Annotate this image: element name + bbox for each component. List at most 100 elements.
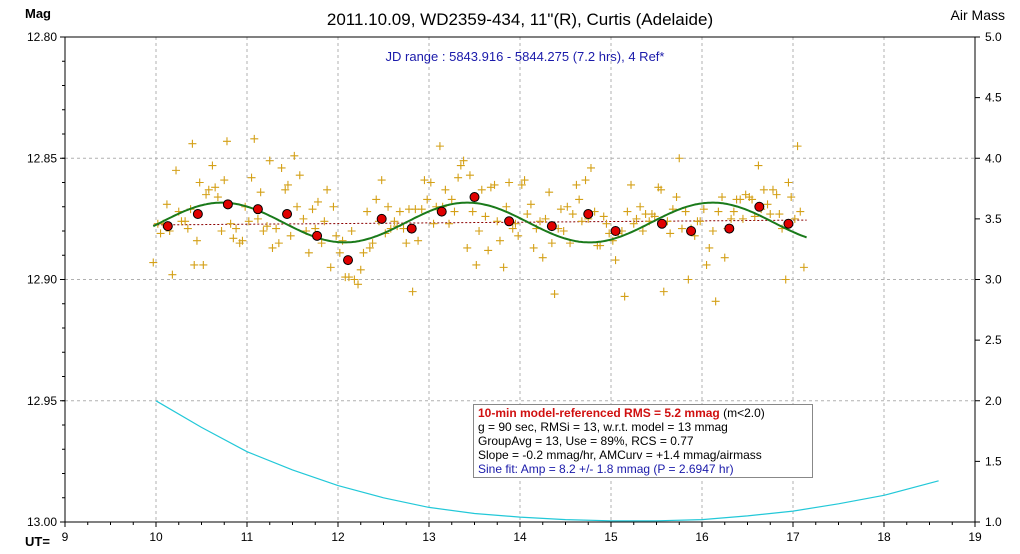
raw-point xyxy=(629,219,638,228)
x-tick-label: 19 xyxy=(968,530,982,544)
raw-point xyxy=(447,195,456,204)
raw-point xyxy=(247,173,256,182)
raw-point xyxy=(423,195,432,204)
raw-point xyxy=(684,275,693,284)
raw-point xyxy=(384,202,393,211)
raw-point xyxy=(188,139,197,148)
raw-point xyxy=(445,219,454,228)
raw-point xyxy=(763,200,772,209)
raw-point xyxy=(329,202,338,211)
raw-point xyxy=(581,176,590,185)
raw-point xyxy=(326,263,335,272)
binned-point xyxy=(343,255,354,266)
raw-point xyxy=(350,275,359,284)
raw-point xyxy=(259,227,268,235)
raw-point xyxy=(793,142,802,151)
raw-point xyxy=(286,231,295,240)
y-label-right: Air Mass xyxy=(951,7,1005,23)
raw-point xyxy=(550,290,559,299)
y-tick-label-right: 1.0 xyxy=(985,515,1002,529)
raw-point xyxy=(281,185,290,194)
raw-point xyxy=(204,185,213,194)
raw-point xyxy=(229,234,238,243)
rms-value: 10-min model-referenced RMS = 5.2 mmag xyxy=(478,406,720,420)
raw-point xyxy=(308,205,317,214)
raw-point xyxy=(748,195,757,204)
raw-point xyxy=(727,214,736,223)
raw-point xyxy=(317,239,326,248)
chart-title: 2011.10.09, WD2359-434, 11"(R), Curtis (… xyxy=(327,10,713,29)
raw-point xyxy=(256,188,265,197)
raw-point xyxy=(784,178,793,187)
raw-point xyxy=(354,280,363,289)
y-tick-label-right: 3.5 xyxy=(985,212,1002,226)
raw-point xyxy=(493,217,502,226)
y-tick-label-right: 3.0 xyxy=(985,273,1002,287)
binned-point xyxy=(686,226,697,236)
raw-point xyxy=(708,227,717,235)
raw-point xyxy=(766,210,775,219)
raw-point xyxy=(244,217,253,226)
raw-point xyxy=(332,231,341,240)
raw-point xyxy=(347,227,356,235)
raw-point xyxy=(408,287,417,296)
raw-point xyxy=(414,236,423,245)
x-tick-label: 14 xyxy=(513,530,527,544)
raw-point xyxy=(536,217,545,226)
raw-point xyxy=(450,207,459,216)
raw-point xyxy=(399,224,408,233)
raw-point xyxy=(596,241,605,250)
x-tick-label: 9 xyxy=(62,530,69,544)
x-tick-label: 17 xyxy=(786,530,800,544)
raw-point xyxy=(377,176,386,185)
y-tick-label-left: 12.90 xyxy=(27,273,57,287)
raw-point xyxy=(435,142,444,151)
binned-point xyxy=(656,218,667,229)
raw-point xyxy=(575,195,584,204)
raw-point xyxy=(299,214,308,223)
x-tick-label: 11 xyxy=(241,530,254,544)
raw-point xyxy=(149,258,158,267)
rms-condition: (m<2.0) xyxy=(719,406,765,420)
y-tick-label-right: 5.0 xyxy=(985,30,1002,44)
binned-point xyxy=(162,221,173,232)
raw-point xyxy=(402,239,411,248)
binned-point xyxy=(406,223,417,234)
y-tick-label-left: 12.80 xyxy=(27,30,57,44)
raw-point xyxy=(620,292,629,301)
raw-point xyxy=(508,224,517,233)
raw-point xyxy=(220,176,229,185)
binned-point xyxy=(724,223,735,234)
raw-point xyxy=(290,151,299,160)
raw-point xyxy=(162,200,171,209)
raw-point xyxy=(711,297,720,306)
y-axis-left: 12.80 12.85 12.90 12.95 13.00 xyxy=(27,30,65,529)
x-tick-label: 18 xyxy=(877,530,891,544)
raw-point xyxy=(454,173,463,182)
raw-point xyxy=(675,154,684,163)
raw-point xyxy=(213,193,222,202)
raw-point xyxy=(650,212,659,221)
raw-point xyxy=(472,260,481,269)
grid xyxy=(65,37,975,522)
raw-point xyxy=(787,193,796,202)
raw-point xyxy=(586,163,595,172)
raw-point xyxy=(441,185,450,194)
raw-point xyxy=(495,236,504,245)
raw-point xyxy=(611,256,620,265)
raw-point xyxy=(699,205,708,214)
raw-point xyxy=(156,229,165,238)
binned-point xyxy=(610,226,621,236)
raw-point xyxy=(199,260,208,269)
info-line-5: Sine fit: Amp = 8.2 +/- 1.8 mmag (P = 2.… xyxy=(478,462,734,476)
raw-point xyxy=(696,217,705,226)
y-tick-label-left: 12.85 xyxy=(27,151,57,165)
info-line-1: 10-min model-referenced RMS = 5.2 mmag (… xyxy=(478,406,808,420)
sine-fit-layer xyxy=(152,201,807,244)
y-label-left: Mag xyxy=(25,6,51,21)
raw-point xyxy=(202,190,211,199)
raw-point xyxy=(623,207,632,216)
raw-point xyxy=(190,260,199,269)
airmass-curve xyxy=(155,400,939,522)
